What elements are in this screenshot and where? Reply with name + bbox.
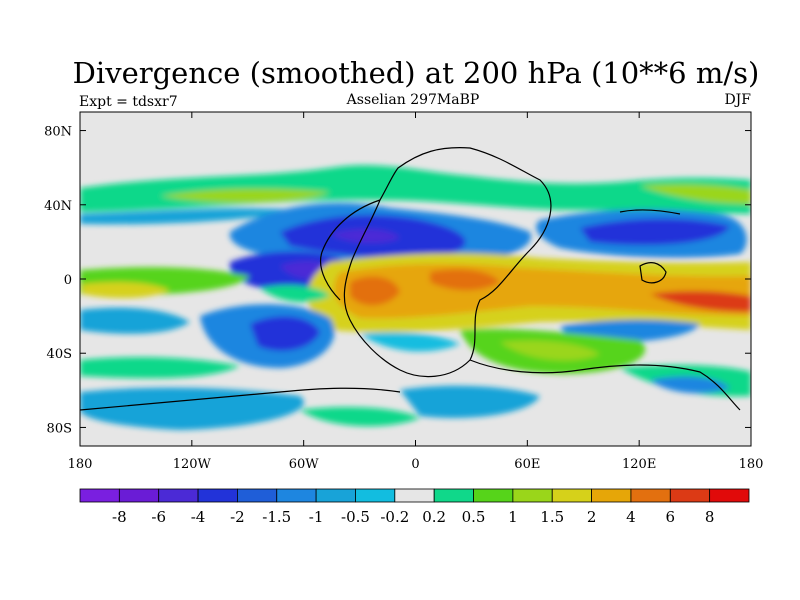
colorbar-swatch: [551, 488, 592, 503]
colorbar-swatch: [669, 488, 711, 503]
colorbar-swatch: [197, 488, 238, 503]
colorbar-label: -0.5: [341, 508, 370, 526]
colorbar-swatch: [315, 488, 356, 503]
colorbar-swatch: [473, 488, 514, 503]
colorbar-swatch: [394, 488, 435, 503]
colorbar-swatch: [79, 488, 120, 503]
subtitle-left: Expt = tdsxr7: [79, 94, 178, 110]
colorbar-swatch: [158, 488, 199, 503]
colorbar-label: -0.2: [380, 508, 409, 526]
y-tick-label: 0: [64, 273, 72, 288]
colorbar-swatch: [237, 488, 278, 503]
colorbar-swatch: [630, 488, 671, 503]
x-tick-label: 180: [68, 457, 93, 472]
colorbar-swatch: [355, 488, 396, 503]
colorbar-label: 2: [587, 508, 597, 526]
colorbar-label: 1.5: [540, 508, 564, 526]
colorbar-swatch: [118, 488, 160, 503]
x-tick-label: 120E: [622, 457, 656, 472]
colorbar-swatch: [276, 488, 317, 503]
colorbar-label: -4: [191, 508, 206, 526]
y-tick-label: 80S: [47, 421, 72, 436]
colorbar-label: -6: [151, 508, 166, 526]
x-tick-label: 180: [739, 457, 764, 472]
chart-title: Divergence (smoothed) at 200 hPa (10**6 …: [73, 56, 760, 90]
x-tick-label: 120W: [173, 457, 212, 472]
y-tick-label: 40N: [44, 199, 72, 214]
y-tick-label: 40S: [47, 347, 72, 362]
colorbar-label: 6: [666, 508, 676, 526]
subtitle-center: Asselian 297MaBP: [346, 92, 480, 108]
coastlines: [80, 147, 741, 411]
colorbar-label: 4: [626, 508, 636, 526]
colorbar-label: -8: [112, 508, 127, 526]
colorbar-swatch: [591, 488, 632, 503]
y-tick-label: 80N: [44, 125, 72, 140]
colorbar-swatch: [512, 488, 553, 503]
subtitle-right: DJF: [724, 92, 751, 108]
colorbar: -8 -6 -4 -2 -1.5 -1 -0.5 -0.2 0.2 0.5 1 1.5 2 4 6 8: [79, 488, 750, 526]
colorbar-label: 0.5: [462, 508, 486, 526]
colorbar-label: -1: [309, 508, 324, 526]
divergence-field: [80, 112, 751, 446]
colorbar-swatch: [709, 488, 750, 503]
colorbar-label: 8: [705, 508, 715, 526]
x-tick-label: 60W: [289, 457, 320, 472]
colorbar-label: -1.5: [262, 508, 291, 526]
colorbar-swatch: [433, 488, 474, 503]
colorbar-label: 0.2: [422, 508, 446, 526]
x-tick-label: 60E: [514, 457, 540, 472]
colorbar-label: -2: [230, 508, 245, 526]
x-tick-label: 0: [411, 457, 419, 472]
colorbar-label: 1: [508, 508, 518, 526]
